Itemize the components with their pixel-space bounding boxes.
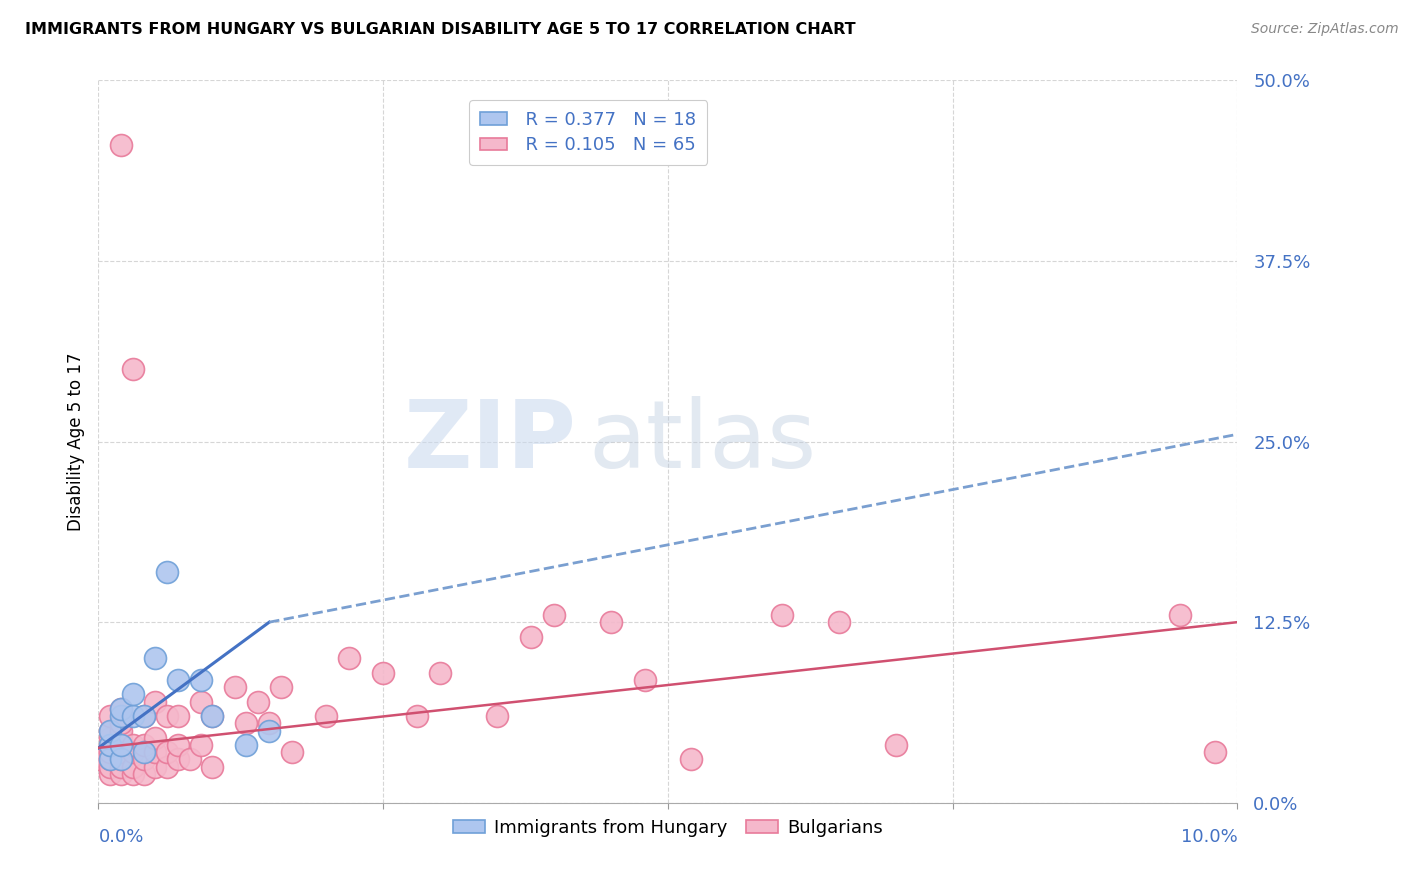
Point (373, 665, 395, 680)
Point (110, 731, 132, 745)
Text: 10.0%: 10.0% (1181, 828, 1237, 846)
Text: IMMIGRANTS FROM HUNGARY VS BULGARIAN DISABILITY AGE 5 TO 17 CORRELATION CHART: IMMIGRANTS FROM HUNGARY VS BULGARIAN DIS… (25, 22, 856, 37)
Point (110, 760, 132, 774)
Point (110, 752, 132, 766)
Point (1170, 607, 1192, 622)
Point (1204, 745, 1226, 759)
Text: 0.0%: 0.0% (98, 828, 143, 846)
Text: ZIP: ZIP (404, 395, 576, 488)
Point (121, 738, 143, 752)
Point (110, 702, 132, 716)
Point (132, 709, 155, 723)
Point (167, 738, 190, 752)
Point (98, 752, 121, 766)
Point (98, 723, 121, 738)
Point (179, 752, 201, 766)
Y-axis label: Disability Age 5 to 17: Disability Age 5 to 17 (66, 352, 84, 531)
Point (121, 687, 143, 701)
Point (110, 716, 132, 731)
Point (110, 723, 132, 738)
Point (224, 680, 246, 694)
Point (246, 695, 269, 709)
Legend: Immigrants from Hungary, Bulgarians: Immigrants from Hungary, Bulgarians (446, 812, 890, 845)
Point (110, 752, 132, 766)
Point (132, 709, 155, 723)
Point (201, 760, 224, 774)
Point (98, 723, 121, 738)
Point (486, 709, 509, 723)
Point (110, 738, 132, 752)
Point (132, 738, 155, 752)
Point (429, 665, 451, 680)
Point (98, 738, 121, 752)
Point (132, 767, 155, 781)
Point (828, 615, 851, 630)
Point (156, 565, 179, 579)
Point (190, 738, 212, 752)
Point (110, 738, 132, 752)
Point (167, 673, 190, 687)
Point (520, 630, 543, 644)
Point (98, 731, 121, 745)
Point (98, 745, 121, 759)
Point (406, 709, 429, 723)
Point (634, 673, 657, 687)
Point (145, 731, 167, 745)
Point (259, 723, 281, 738)
Point (600, 615, 623, 630)
Point (145, 651, 167, 665)
Point (110, 709, 132, 723)
Point (145, 695, 167, 709)
Point (337, 651, 360, 665)
Point (201, 709, 224, 723)
Text: atlas: atlas (588, 395, 817, 488)
Point (679, 752, 702, 766)
Point (235, 738, 257, 752)
Point (121, 745, 143, 759)
Point (121, 362, 143, 376)
Point (201, 709, 224, 723)
Point (132, 745, 155, 759)
Point (121, 767, 143, 781)
Point (156, 745, 179, 759)
Point (315, 709, 337, 723)
Point (167, 709, 190, 723)
Point (156, 760, 179, 774)
Point (190, 695, 212, 709)
Point (770, 607, 793, 622)
Point (884, 738, 907, 752)
Point (98, 752, 121, 766)
Point (156, 709, 179, 723)
Point (132, 752, 155, 766)
Point (235, 716, 257, 731)
Point (87, 752, 110, 766)
Point (98, 767, 121, 781)
Point (145, 745, 167, 759)
Point (121, 760, 143, 774)
Point (110, 138, 132, 153)
Point (167, 752, 190, 766)
Point (110, 745, 132, 759)
Point (543, 607, 565, 622)
Point (121, 709, 143, 723)
Point (110, 702, 132, 716)
Point (98, 760, 121, 774)
Point (110, 767, 132, 781)
Point (98, 709, 121, 723)
Point (281, 745, 304, 759)
Point (145, 760, 167, 774)
Point (270, 680, 292, 694)
Text: Source: ZipAtlas.com: Source: ZipAtlas.com (1251, 22, 1399, 37)
Point (259, 716, 281, 731)
Point (190, 673, 212, 687)
Point (98, 738, 121, 752)
